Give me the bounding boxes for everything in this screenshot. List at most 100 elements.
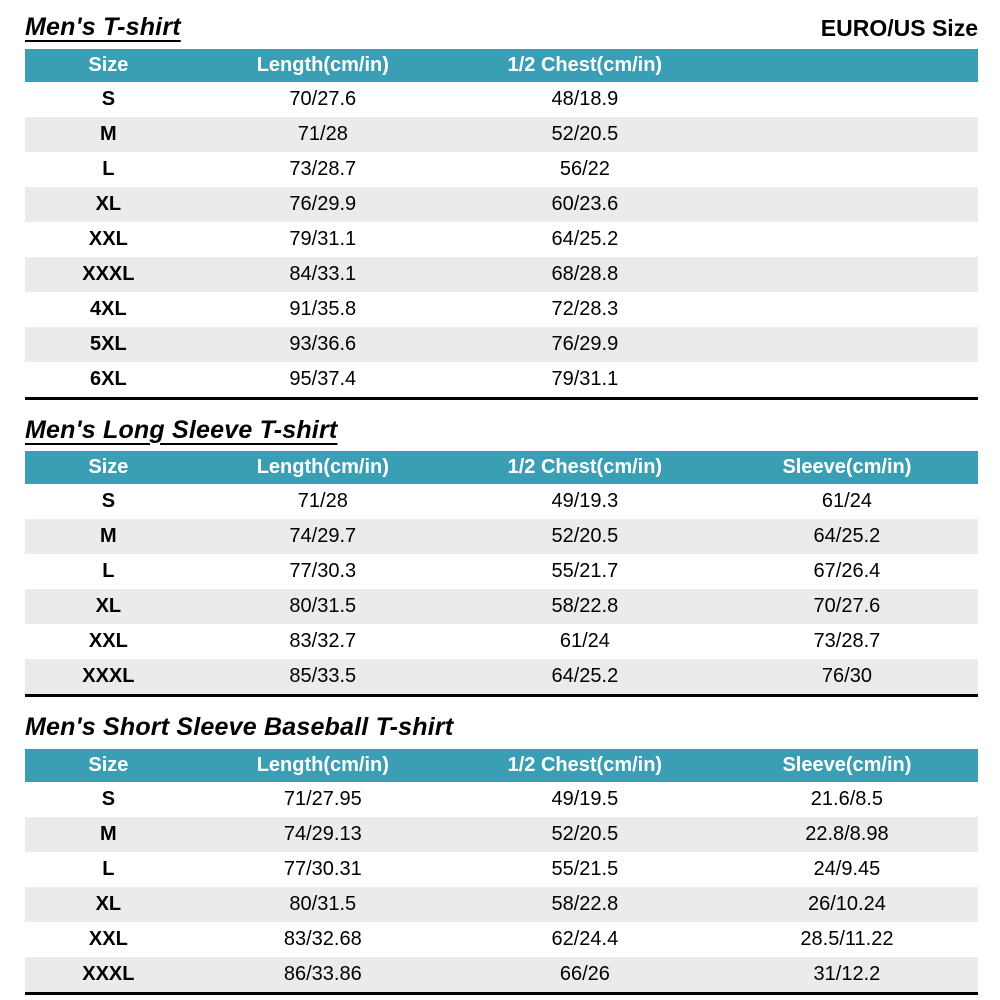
size-cell: M (100, 822, 117, 845)
size-cell: XXL (88, 630, 128, 652)
size-table-mens-long-sleeve-tshirt: Size Length(cm/in) 1/2 Chest(cm/in) Sleeve(… (25, 451, 978, 697)
size-cell: L (102, 560, 115, 582)
table-header-row: Size Length(cm/in) 1/2 Chest(cm/in) Sleeve(… (25, 451, 978, 484)
value-cell: 70/27.6 (289, 87, 357, 110)
header-cell: Size (88, 53, 129, 76)
value-cell: 71/28 (297, 122, 348, 145)
size-cell: XXXL (82, 262, 135, 285)
table-row: XXXL 85/33.5 64/25.2 76/30 (25, 659, 978, 694)
header-cell: 1/2 Chest(cm/in) (507, 456, 663, 478)
value-cell: 56/22 (559, 157, 610, 180)
size-cell: XXL (88, 927, 128, 950)
section-mens-long-sleeve-tshirt: Men's Long Sleeve T-shirt Size Length(cm/… (25, 415, 978, 697)
value-cell: 80/31.5 (289, 892, 357, 915)
table-row: 6XL 95/37.4 79/31.1 (25, 361, 978, 397)
size-table-mens-tshirt: Size Length(cm/in) 1/2 Chest(cm/in) S 70/27.… (25, 48, 978, 400)
table-row: 4XL 91/35.8 72/28.3 (25, 291, 978, 327)
header-cell: 1/2 Chest(cm/in) (507, 753, 663, 776)
value-cell: 58/22.8 (551, 595, 619, 617)
value-cell: 64/25.2 (813, 525, 881, 547)
value-cell: 85/33.5 (289, 665, 357, 687)
table-row: XL 76/29.9 60/23.6 (25, 186, 978, 222)
value-cell: 52/20.5 (551, 122, 619, 145)
value-cell: 83/32.7 (289, 630, 357, 652)
value-cell: 26/10.24 (807, 892, 886, 915)
euro-us-size-label: EURO/US Size (820, 15, 978, 42)
size-cell: L (102, 857, 115, 880)
value-cell: 71/28 (297, 490, 348, 512)
title-row: Men's T-shirt EURO/US Size (25, 13, 978, 42)
header-cell: Size (88, 753, 129, 776)
header-cell: Length(cm/in) (256, 53, 389, 76)
table-row: XL 80/31.5 58/22.8 26/10.24 (25, 886, 978, 922)
value-cell: 68/28.8 (551, 262, 619, 285)
size-cell: M (100, 122, 117, 145)
value-cell: 77/30.31 (283, 857, 362, 880)
size-cell: 5XL (90, 332, 127, 355)
value-cell: 74/29.7 (289, 525, 357, 547)
value-cell: 66/26 (559, 962, 610, 985)
value-cell: 84/33.1 (289, 262, 357, 285)
table-header-row: Size Length(cm/in) 1/2 Chest(cm/in) (25, 48, 978, 82)
value-cell: 79/31.1 (289, 227, 357, 250)
value-cell: 77/30.3 (289, 560, 357, 582)
value-cell: 24/9.45 (813, 857, 881, 880)
value-cell: 76/29.9 (289, 192, 357, 215)
value-cell: 55/21.5 (551, 857, 619, 880)
table-row: XXXL 84/33.1 68/28.8 (25, 256, 978, 292)
value-cell: 91/35.8 (289, 297, 357, 320)
section-mens-short-sleeve-baseball-tshirt: Men's Short Sleeve Baseball T-shirt Size… (25, 713, 978, 995)
size-cell: XL (95, 192, 122, 215)
size-cell: S (101, 87, 116, 110)
header-cell: Sleeve(cm/in) (782, 753, 912, 776)
value-cell: 55/21.7 (551, 560, 619, 582)
value-cell: 80/31.5 (289, 595, 357, 617)
value-cell: 61/24 (559, 630, 610, 652)
table-row: XL 80/31.5 58/22.8 70/27.6 (25, 589, 978, 624)
value-cell: 52/20.5 (551, 525, 619, 547)
size-cell: XL (95, 595, 122, 617)
value-cell: 76/29.9 (551, 332, 619, 355)
table-title-mens-tshirt: Men's T-shirt (25, 13, 181, 41)
value-cell: 60/23.6 (551, 192, 619, 215)
table-row: L 73/28.7 56/22 (25, 151, 978, 187)
header-cell: Size (88, 456, 129, 478)
value-cell: 52/20.5 (551, 822, 619, 845)
table-row: XXL 83/32.7 61/24 73/28.7 (25, 624, 978, 659)
size-cell: L (102, 157, 115, 180)
header-cell: Sleeve(cm/in) (782, 456, 912, 478)
size-cell: 6XL (90, 367, 127, 390)
value-cell: 49/19.3 (551, 490, 619, 512)
size-cell: XXXL (82, 665, 135, 687)
table-title-mens-short-sleeve-baseball-tshirt: Men's Short Sleeve Baseball T-shirt (25, 713, 454, 741)
value-cell: 48/18.9 (551, 87, 619, 110)
value-cell: 83/32.68 (283, 927, 362, 950)
table-title-mens-long-sleeve-tshirt: Men's Long Sleeve T-shirt (25, 415, 338, 444)
value-cell: 58/22.8 (551, 892, 619, 915)
table-row: L 77/30.3 55/21.7 67/26.4 (25, 554, 978, 589)
table-row: M 71/28 52/20.5 (25, 116, 978, 152)
value-cell: 70/27.6 (813, 595, 881, 617)
size-cell: 4XL (90, 297, 127, 320)
table-row: XXL 79/31.1 64/25.2 (25, 221, 978, 257)
value-cell: 71/27.95 (283, 787, 362, 810)
value-cell: 22.8/8.98 (805, 822, 889, 845)
value-cell: 76/30 (821, 665, 872, 687)
table-row: S 71/27.95 49/19.5 21.6/8.5 (25, 781, 978, 817)
value-cell: 28.5/11.22 (800, 927, 894, 950)
value-cell: 64/25.2 (551, 227, 619, 250)
size-cell: M (100, 525, 117, 547)
size-cell: XL (95, 892, 122, 915)
value-cell: 93/36.6 (289, 332, 357, 355)
table-row: XXXL 86/33.86 66/26 31/12.2 (25, 956, 978, 992)
header-cell: Length(cm/in) (256, 753, 389, 776)
table-header-row: Size Length(cm/in) 1/2 Chest(cm/in) Sleeve(… (25, 748, 978, 782)
value-cell: 95/37.4 (289, 367, 357, 390)
value-cell: 72/28.3 (551, 297, 619, 320)
table-row: XXL 83/32.68 62/24.4 28.5/11.22 (25, 921, 978, 957)
value-cell: 79/31.1 (551, 367, 619, 390)
value-cell: 67/26.4 (813, 560, 881, 582)
table-row: M 74/29.13 52/20.5 22.8/8.98 (25, 816, 978, 852)
table-row: S 70/27.6 48/18.9 (25, 81, 978, 117)
